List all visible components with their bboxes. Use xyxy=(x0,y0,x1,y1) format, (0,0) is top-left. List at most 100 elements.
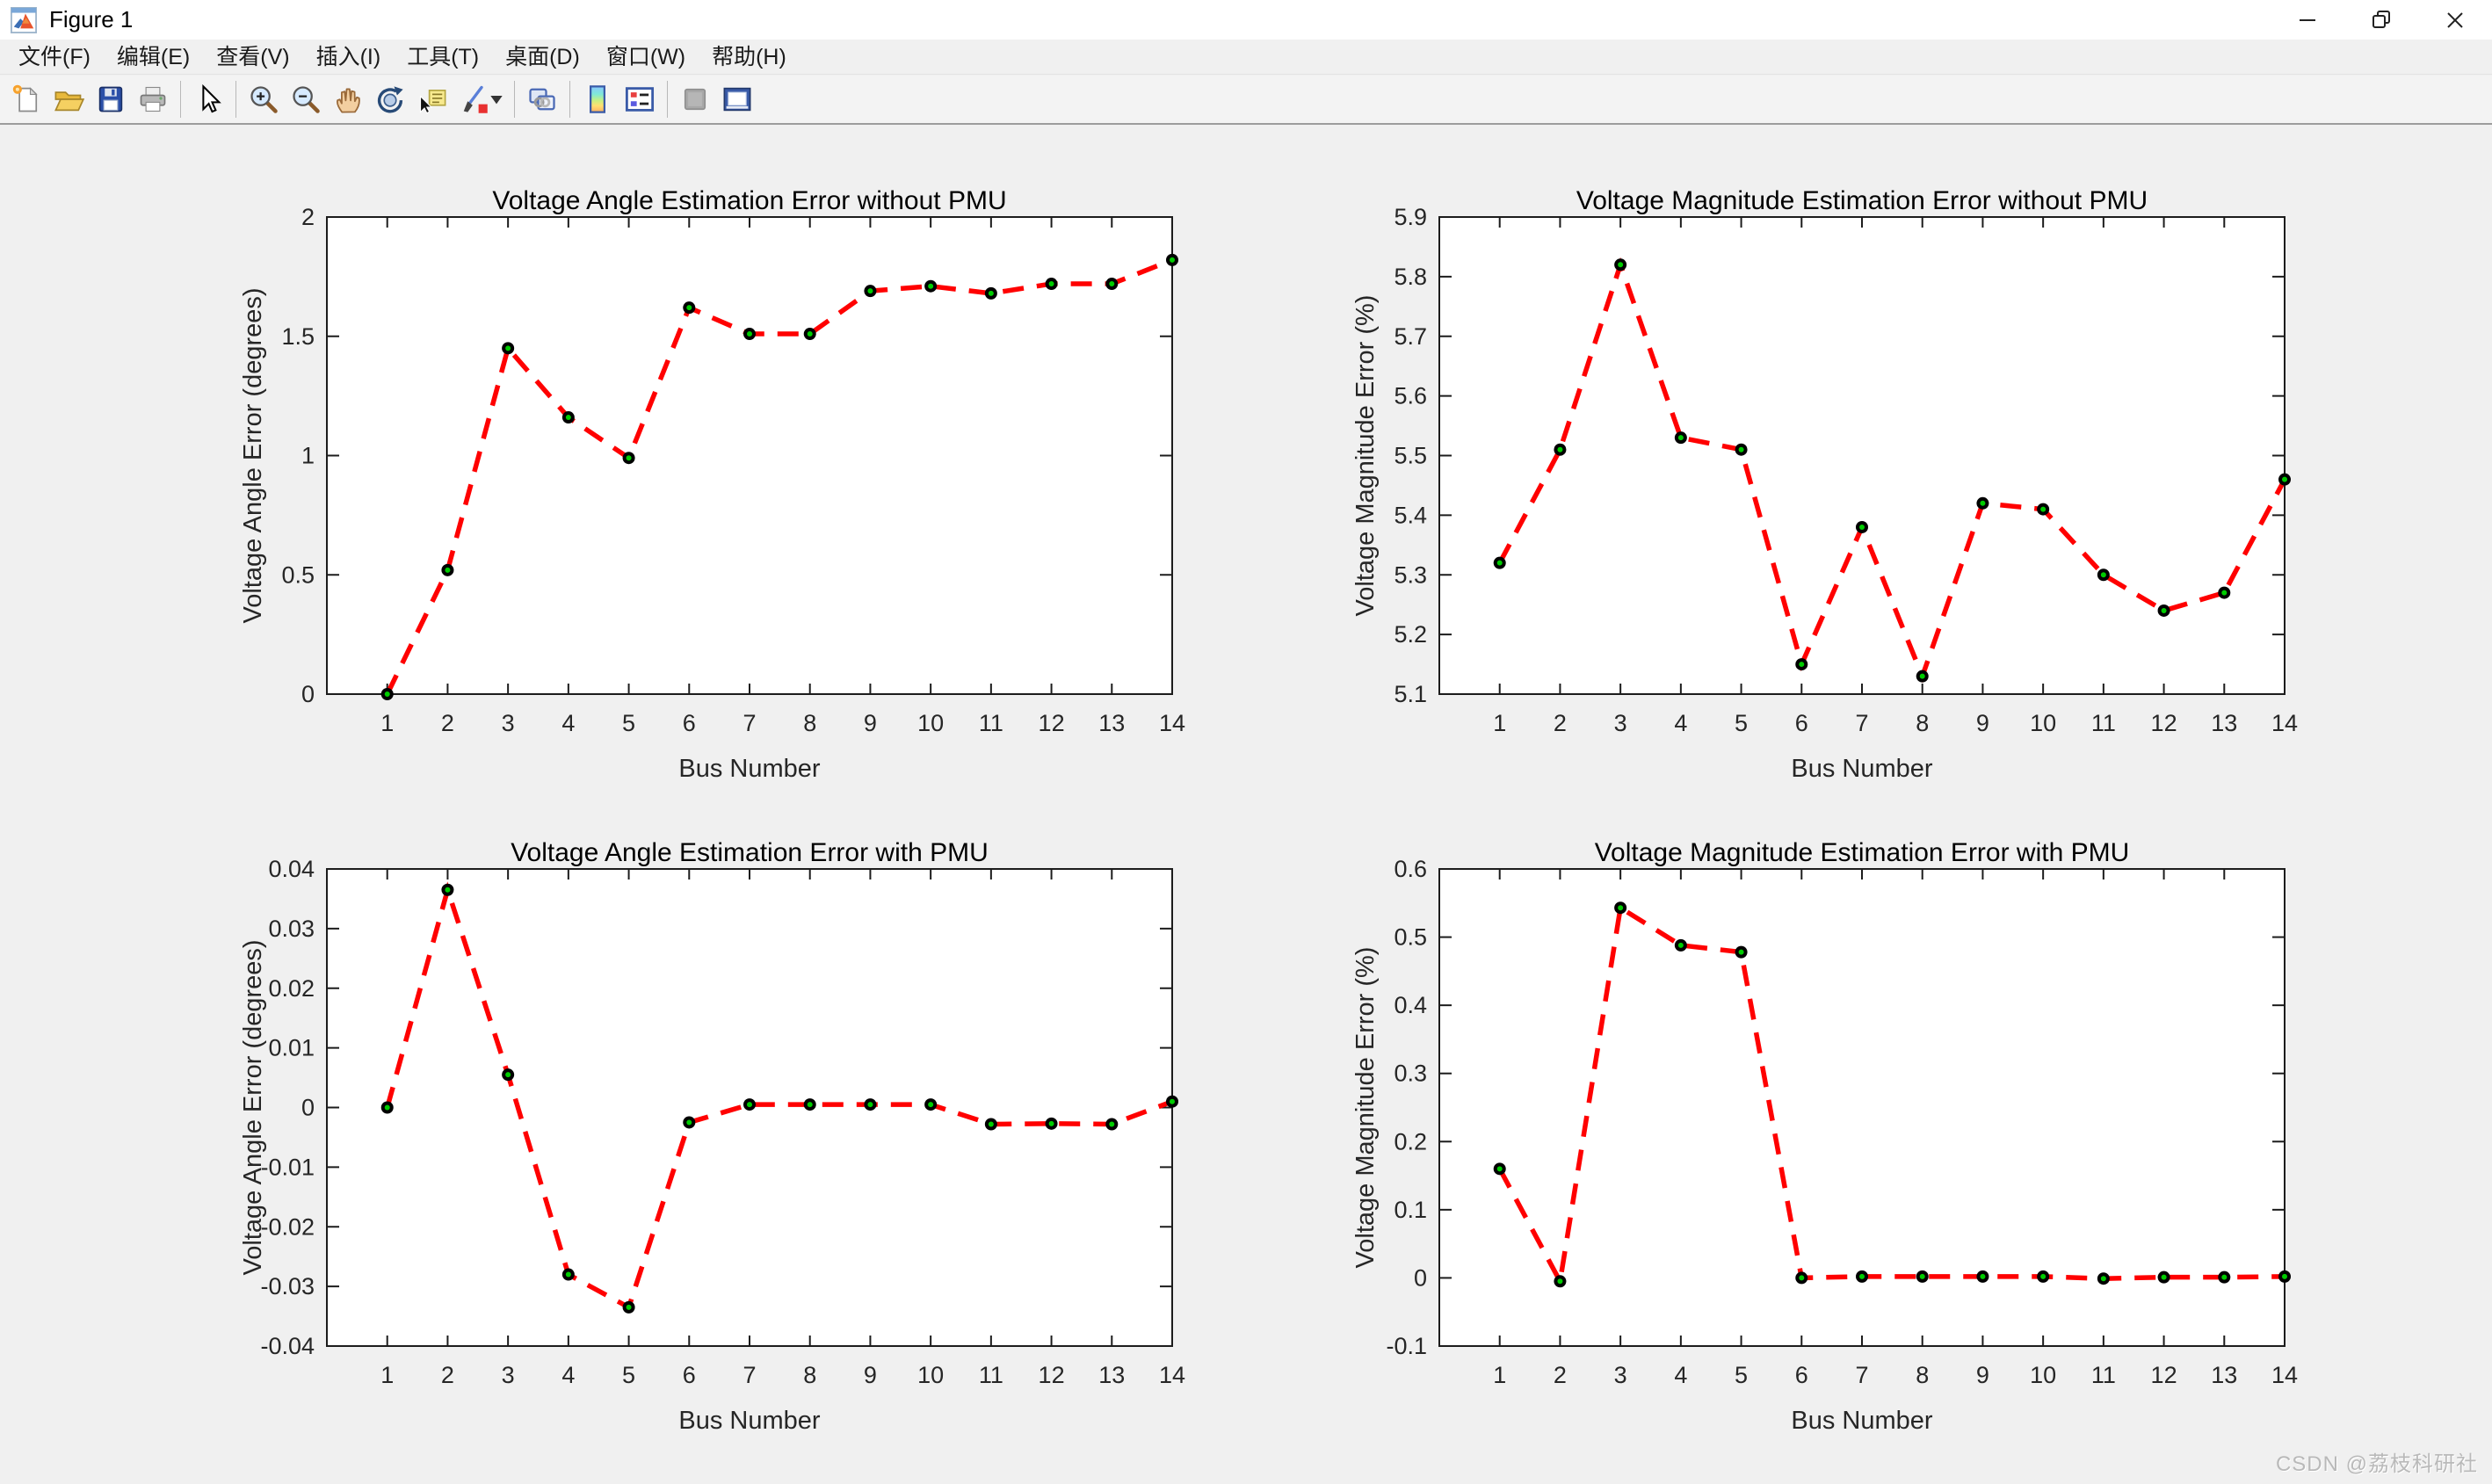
x-axis-label: Bus Number xyxy=(1791,755,1933,783)
x-tick-label: 2 xyxy=(441,1362,454,1388)
plottools-off-button[interactable] xyxy=(674,78,716,120)
x-tick-label: 14 xyxy=(1159,710,1185,736)
data-line xyxy=(1497,257,2287,684)
colorbar-button[interactable] xyxy=(576,78,619,120)
menu-desktop[interactable]: 桌面(D) xyxy=(505,44,580,69)
x-tick-label: 2 xyxy=(1554,1362,1567,1388)
data-marker-face xyxy=(1109,281,1115,287)
dock-figure-button[interactable] xyxy=(716,78,758,120)
menu-edit[interactable]: 编辑(E) xyxy=(116,44,191,69)
zoom-out-button[interactable] xyxy=(285,78,327,120)
data-marker-face xyxy=(988,290,994,296)
menu-help[interactable]: 帮助(H) xyxy=(712,44,786,69)
zoom-in-button[interactable] xyxy=(243,78,285,120)
x-tick-label: 12 xyxy=(1039,1362,1065,1388)
x-axis-label: Bus Number xyxy=(678,1407,821,1435)
y-tick-label: -0.1 xyxy=(1386,1333,1427,1359)
x-tick-label: 14 xyxy=(2271,710,2298,736)
axes-box xyxy=(1438,216,2286,695)
data-marker-face xyxy=(1919,1273,1925,1279)
data-marker-face xyxy=(1738,446,1744,452)
y-tick-label: 0.01 xyxy=(268,1035,315,1061)
y-tick-label: 0 xyxy=(1414,1264,1427,1291)
data-marker-face xyxy=(2282,476,2287,482)
data-marker-face xyxy=(2221,1274,2228,1280)
menu-tools[interactable]: 工具(T) xyxy=(407,44,480,69)
data-marker-face xyxy=(1677,435,1684,441)
x-tick-label: 11 xyxy=(2091,710,2116,736)
legend-button[interactable] xyxy=(619,78,661,120)
print-button[interactable] xyxy=(132,78,174,120)
data-marker-face xyxy=(445,887,451,893)
x-tick-label: 10 xyxy=(917,1362,944,1388)
x-tick-label: 3 xyxy=(1614,1362,1627,1388)
x-tick-label: 8 xyxy=(1916,710,1929,736)
link-plot-button[interactable] xyxy=(521,78,563,120)
save-floppy-icon xyxy=(98,86,123,112)
toolbar-separator xyxy=(569,81,570,118)
data-marker-face xyxy=(1919,673,1925,679)
close-button[interactable] xyxy=(2418,0,2492,40)
menu-view[interactable]: 查看(V) xyxy=(216,44,290,69)
data-line xyxy=(385,257,1174,696)
pointer-button[interactable] xyxy=(187,78,229,120)
x-tick-label: 7 xyxy=(743,710,756,736)
brush-icon xyxy=(463,85,488,113)
data-marker-face xyxy=(686,305,692,311)
x-tick-label: 1 xyxy=(1493,710,1506,736)
data-marker-face xyxy=(747,1102,752,1108)
y-tick-label: 5.1 xyxy=(1394,681,1427,707)
data-marker-face xyxy=(867,1102,873,1108)
x-tick-label: 6 xyxy=(683,1362,696,1388)
data-cursor-button[interactable] xyxy=(411,78,453,120)
data-marker-face xyxy=(1557,446,1563,452)
brush-button[interactable] xyxy=(453,78,508,120)
menu-window[interactable]: 窗口(W) xyxy=(605,44,686,69)
x-tick-label: 7 xyxy=(1855,1362,1868,1388)
data-marker-face xyxy=(1859,1273,1865,1279)
link-plot-icon xyxy=(529,88,555,111)
x-axis-label: Bus Number xyxy=(678,755,821,783)
matlab-figure-icon xyxy=(11,6,37,33)
brush-dropdown-caret[interactable] xyxy=(489,78,503,120)
rotate-3d-button[interactable] xyxy=(369,78,411,120)
data-line xyxy=(1497,903,2286,1289)
x-tick-label: 3 xyxy=(1614,710,1627,736)
open-file-button[interactable] xyxy=(47,78,90,120)
x-tick-label: 7 xyxy=(1855,710,1868,736)
x-tick-label: 6 xyxy=(683,710,696,736)
y-tick-label: -0.01 xyxy=(260,1154,315,1180)
y-tick-label: 0.2 xyxy=(1394,1128,1427,1155)
minimize-icon xyxy=(2300,18,2315,21)
x-tick-label: 1 xyxy=(380,1362,394,1388)
data-marker-face xyxy=(807,331,813,337)
menu-file[interactable]: 文件(F) xyxy=(18,44,91,69)
y-tick-label: 5.3 xyxy=(1394,561,1427,588)
data-marker-face xyxy=(2282,1273,2287,1279)
pan-button[interactable] xyxy=(327,78,369,120)
x-tick-label: 2 xyxy=(441,710,454,736)
y-tick-label: 0 xyxy=(301,1095,315,1121)
restore-button[interactable] xyxy=(2344,0,2418,40)
x-tick-label: 4 xyxy=(561,1362,575,1388)
data-marker-face xyxy=(1738,949,1744,955)
y-tick-label: 0.5 xyxy=(1394,924,1427,951)
new-figure-button[interactable] xyxy=(5,78,47,120)
data-marker-face xyxy=(626,1304,632,1310)
dock-figure-icon xyxy=(723,87,751,112)
chart-title: Voltage Angle Estimation Error without P… xyxy=(492,186,1006,215)
data-marker-face xyxy=(565,1271,571,1278)
x-tick-label: 10 xyxy=(2030,710,2056,736)
menu-insert[interactable]: 插入(I) xyxy=(315,44,381,69)
x-tick-label: 11 xyxy=(979,1362,1003,1388)
data-marker-face xyxy=(384,691,390,697)
x-tick-label: 3 xyxy=(502,710,515,736)
data-marker-face xyxy=(1496,560,1503,566)
minimize-button[interactable] xyxy=(2271,0,2344,40)
x-tick-label: 5 xyxy=(1735,710,1748,736)
x-tick-label: 13 xyxy=(2211,710,2237,736)
x-tick-label: 8 xyxy=(803,1362,816,1388)
data-marker-face xyxy=(867,288,873,294)
save-figure-button[interactable] xyxy=(90,78,132,120)
toolbar-separator xyxy=(667,81,668,118)
